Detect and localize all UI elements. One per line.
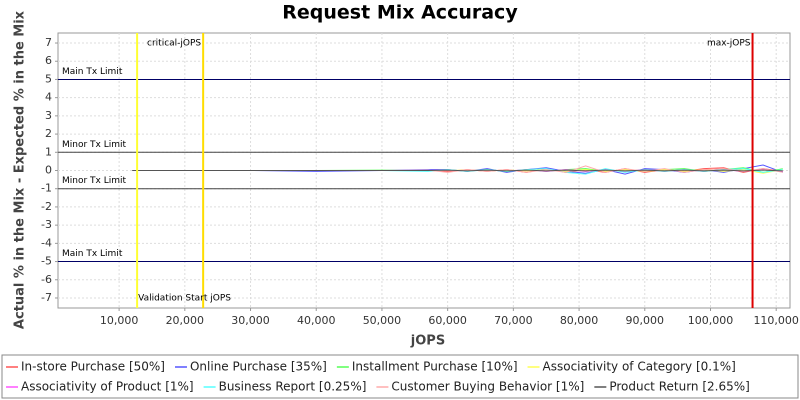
y-tick-label: -5 [41, 255, 52, 268]
legend-label: Product Return [2.65%] [609, 380, 750, 394]
x-tick-label: 30,000 [231, 314, 270, 327]
marker-label: Minor Tx Limit [62, 140, 127, 150]
legend-label: In-store Purchase [50%] [21, 360, 165, 374]
x-tick-label: 90,000 [626, 314, 665, 327]
legend-label: Business Report [0.25%] [219, 380, 367, 394]
x-axis-label: jOPS [410, 334, 445, 349]
legend-label: Online Purchase [35%] [190, 360, 327, 374]
y-tick-label: 3 [45, 109, 52, 122]
legend-label: Customer Buying Behavior [1%] [391, 380, 584, 394]
y-tick-label: 0 [45, 164, 52, 177]
legend-box [1, 354, 799, 399]
y-tick-label: -2 [41, 200, 52, 213]
x-tick-label: 100,000 [688, 314, 734, 327]
x-tick-label: 60,000 [428, 314, 467, 327]
y-tick-label: 6 [45, 54, 52, 67]
x-tick-label: 110,000 [753, 314, 799, 327]
y-tick-label: -1 [41, 182, 52, 195]
y-tick-label: -7 [41, 291, 52, 304]
y-tick-label: 5 [45, 72, 52, 85]
legend-label: Associativity of Category [0.1%] [543, 360, 736, 374]
plot-layer [58, 33, 790, 308]
marker-label: Main Tx Limit [62, 67, 123, 77]
marker-label: max-jOPS [707, 39, 751, 49]
y-tick-label: 7 [45, 36, 52, 49]
y-tick-label: -6 [41, 273, 52, 286]
x-tick-label: 80,000 [560, 314, 599, 327]
series-line [132, 169, 783, 172]
x-tick-label: 20,000 [166, 314, 205, 327]
legend-label: Associativity of Product [1%] [21, 380, 194, 394]
x-tick-label: 10,000 [100, 314, 139, 327]
marker-label: Validation Start jOPS [138, 294, 231, 304]
marker-label: Main Tx Limit [62, 249, 123, 259]
chart-title: Request Mix Accuracy [282, 2, 518, 24]
y-tick-label: -3 [41, 218, 52, 231]
x-tick-label: 50,000 [363, 314, 402, 327]
y-axis-label: Actual % in the Mix - Expected % in the … [13, 10, 28, 329]
marker-label: critical-jOPS [147, 39, 201, 49]
y-tick-label: 1 [45, 145, 52, 158]
marker-label: Minor Tx Limit [62, 176, 127, 186]
x-tick-label: 40,000 [297, 314, 336, 327]
legend-label: Installment Purchase [10%] [352, 360, 518, 374]
y-tick-label: -4 [41, 236, 52, 249]
x-tick-label: 70,000 [494, 314, 533, 327]
y-tick-label: 2 [45, 127, 52, 140]
y-tick-label: 4 [45, 91, 52, 104]
